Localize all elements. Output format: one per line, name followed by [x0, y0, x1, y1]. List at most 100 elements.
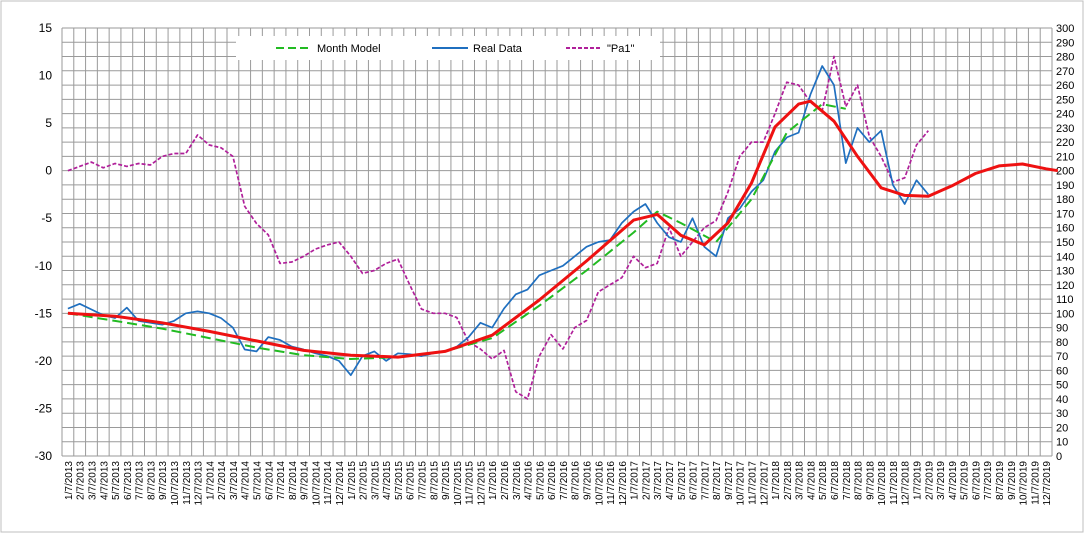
month-model-line [67, 103, 846, 360]
x-tick-label: 10/7/2013 [170, 461, 181, 506]
x-tick-label: 4/7/2013 [99, 461, 110, 500]
fitted-curve-line [67, 99, 1059, 359]
x-tick-label: 1/7/2014 [205, 461, 216, 500]
x-tick-label: 3/7/2018 [795, 461, 806, 500]
x-tick-label: 3/7/2016 [512, 461, 523, 500]
x-tick-label: 8/7/2014 [288, 461, 299, 500]
x-tick-label: 9/7/2015 [441, 461, 452, 500]
y-left-tick-label: -25 [35, 401, 53, 415]
y-left-tick-label: 15 [39, 21, 53, 35]
x-tick-label: 6/7/2019 [971, 461, 982, 500]
y-right-tick-label: 210 [1056, 151, 1074, 163]
x-tick-label: 11/7/2014 [323, 461, 334, 505]
x-tick-label: 11/7/2016 [606, 461, 617, 505]
x-tick-label: 12/7/2014 [335, 461, 346, 506]
x-tick-label: 5/7/2016 [535, 461, 546, 500]
x-tick-label: 3/7/2015 [370, 461, 381, 500]
x-tick-label: 8/7/2016 [571, 461, 582, 500]
real-data-line [67, 65, 929, 377]
x-tick-label: 8/7/2019 [995, 461, 1006, 500]
y-right-tick-label: 190 [1056, 180, 1074, 192]
x-tick-label: 5/7/2018 [818, 461, 829, 500]
x-tick-label: 11/7/2013 [182, 461, 193, 505]
y-right-tick-label: 90 [1056, 323, 1068, 335]
x-tick-label: 7/7/2017 [700, 461, 711, 500]
x-tick-label: 3/7/2019 [936, 461, 947, 500]
x-tick-label: 11/7/2019 [1030, 461, 1041, 505]
y-right-tick-label: 130 [1056, 266, 1074, 278]
x-tick-label: 10/7/2015 [453, 461, 464, 506]
legend-label: Month Model [317, 43, 381, 55]
y-right-tick-label: 270 [1056, 66, 1074, 78]
x-tick-label: 6/7/2015 [406, 461, 417, 500]
y-right-tick-label: 220 [1056, 137, 1074, 149]
x-tick-label: 2/7/2017 [641, 461, 652, 500]
x-tick-label: 8/7/2015 [429, 461, 440, 500]
y-left-tick-label: -15 [35, 306, 53, 320]
x-tick-label: 9/7/2018 [865, 461, 876, 500]
x-tick-label: 1/7/2017 [630, 461, 641, 500]
x-tick-label: 7/7/2015 [417, 461, 428, 500]
x-tick-label: 9/7/2013 [158, 461, 169, 500]
y-right-tick-label: 200 [1056, 166, 1074, 178]
x-tick-label: 4/7/2014 [241, 461, 252, 500]
grid-lines [61, 27, 1053, 457]
x-tick-label: 1/7/2015 [347, 461, 358, 500]
y-right-tick-label: 180 [1056, 194, 1074, 206]
axes: 151050-5-10-15-20-25-3030029028027026025… [35, 21, 1075, 506]
x-tick-label: 6/7/2016 [547, 461, 558, 500]
y-right-tick-label: 30 [1056, 408, 1068, 420]
x-tick-label: 4/7/2018 [806, 461, 817, 500]
legend-label: Real Data [473, 43, 523, 55]
x-tick-label: 12/7/2017 [759, 461, 770, 506]
y-right-tick-label: 170 [1056, 208, 1074, 220]
x-tick-label: 9/7/2014 [300, 461, 311, 500]
x-tick-label: 11/7/2018 [889, 461, 900, 505]
y-right-tick-label: 80 [1056, 337, 1068, 349]
x-tick-label: 9/7/2016 [582, 461, 593, 500]
x-tick-label: 2/7/2014 [217, 461, 228, 500]
y-right-tick-label: 160 [1056, 223, 1074, 235]
x-tick-label: 12/7/2016 [618, 461, 629, 506]
x-tick-label: 11/7/2015 [465, 461, 476, 505]
x-tick-label: 7/7/2019 [983, 461, 994, 500]
x-tick-label: 10/7/2014 [311, 461, 322, 506]
y-right-tick-label: 20 [1056, 422, 1068, 434]
y-right-tick-label: 250 [1056, 94, 1074, 106]
y-right-tick-label: 60 [1056, 365, 1068, 377]
y-right-tick-label: 150 [1056, 237, 1074, 249]
x-tick-label: 8/7/2018 [854, 461, 865, 500]
y-left-tick-label: -20 [35, 354, 53, 368]
y-left-tick-label: 5 [45, 116, 52, 130]
y-right-tick-label: 240 [1056, 109, 1074, 121]
x-tick-label: 6/7/2018 [830, 461, 841, 500]
x-tick-label: 7/7/2016 [559, 461, 570, 500]
x-tick-label: 5/7/2015 [394, 461, 405, 500]
y-left-tick-label: -5 [41, 211, 52, 225]
x-tick-label: 5/7/2019 [960, 461, 971, 500]
x-tick-label: 3/7/2014 [229, 461, 240, 500]
x-tick-label: 12/7/2013 [194, 461, 205, 506]
x-tick-label: 1/7/2016 [488, 461, 499, 500]
y-right-tick-label: 40 [1056, 394, 1068, 406]
x-tick-label: 3/7/2017 [653, 461, 664, 500]
x-tick-label: 2/7/2016 [500, 461, 511, 500]
x-tick-label: 10/7/2018 [877, 461, 888, 506]
y-right-tick-label: 120 [1056, 280, 1074, 292]
x-tick-label: 1/7/2018 [771, 461, 782, 500]
x-tick-label: 2/7/2013 [76, 461, 87, 500]
y-right-tick-label: 290 [1056, 37, 1074, 49]
x-tick-label: 1/7/2013 [64, 461, 75, 500]
x-tick-label: 2/7/2015 [359, 461, 370, 500]
legend: Month Model Real Data "Pa1" [236, 36, 660, 60]
y-right-tick-label: 280 [1056, 52, 1074, 64]
x-tick-label: 9/7/2019 [1007, 461, 1018, 500]
x-tick-label: 11/7/2017 [747, 461, 758, 505]
x-tick-label: 4/7/2017 [665, 461, 676, 500]
y-right-tick-label: 300 [1056, 23, 1074, 35]
x-tick-label: 12/7/2018 [901, 461, 912, 506]
x-tick-label: 5/7/2017 [677, 461, 688, 500]
y-right-tick-label: 100 [1056, 308, 1074, 320]
